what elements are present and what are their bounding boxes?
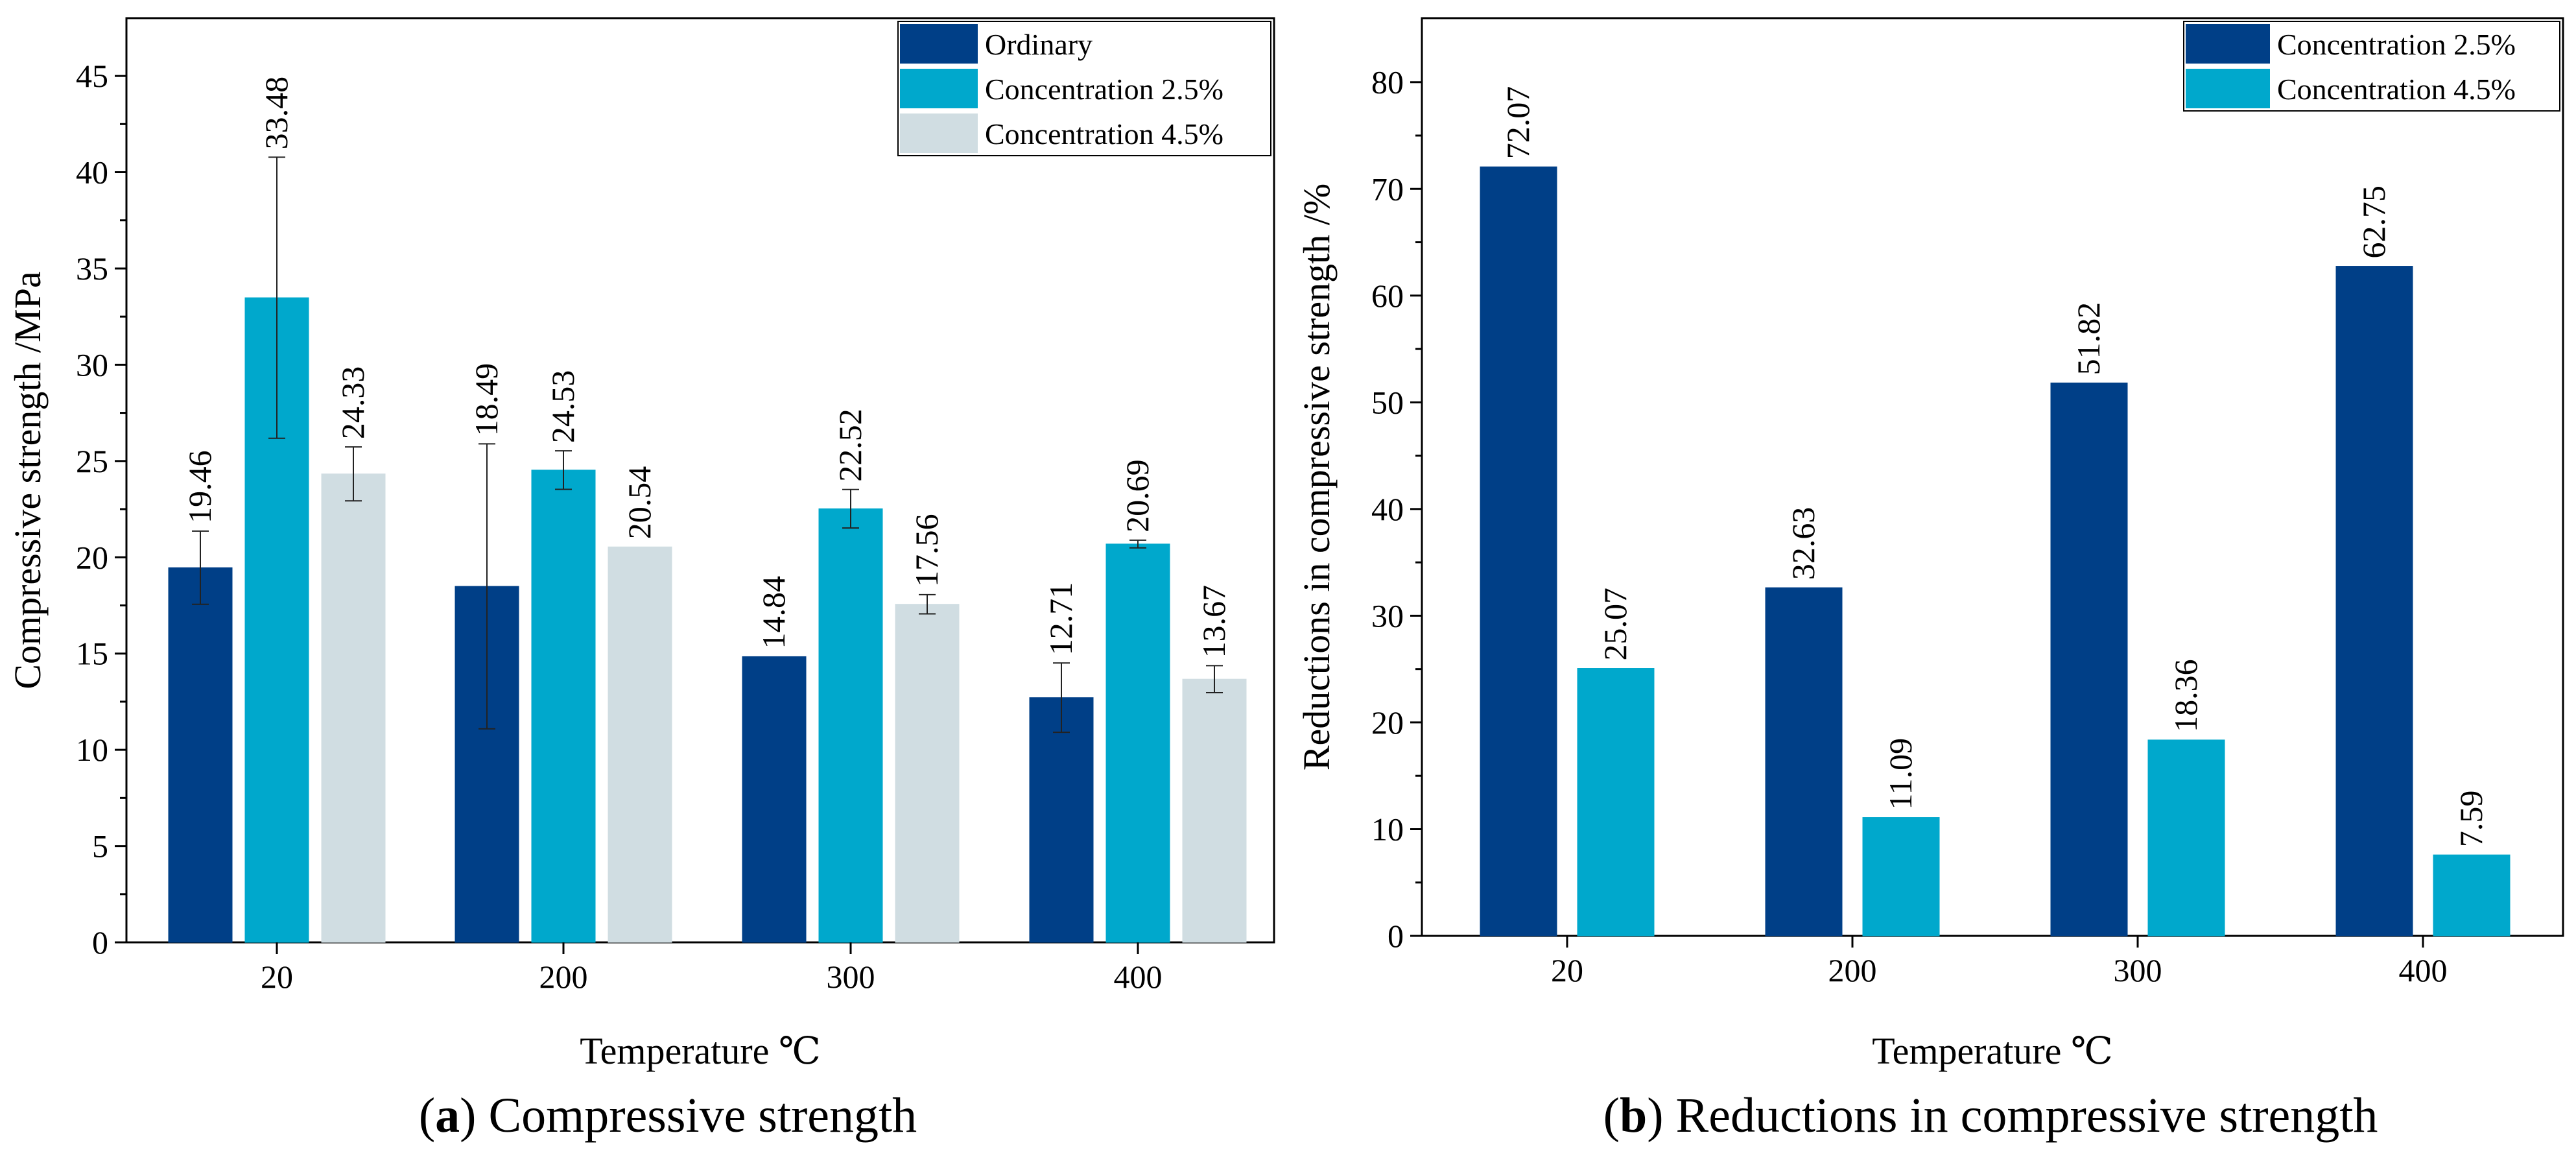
x-tick-label: 200	[539, 959, 588, 995]
x-tick-label: 400	[2399, 952, 2448, 988]
data-label: 32.63	[1785, 507, 1821, 580]
bar	[2335, 266, 2413, 937]
panel-letter: a	[435, 1088, 460, 1143]
bar	[455, 586, 519, 943]
data-label: 22.52	[832, 409, 868, 482]
panel-caption: (a) Compressive strength	[419, 1088, 917, 1143]
bar	[1765, 587, 1843, 937]
y-tick-label: 30	[76, 346, 108, 383]
data-label: 33.48	[258, 77, 294, 150]
y-tick-label: 0	[92, 924, 108, 961]
x-tick-label: 20	[1551, 952, 1583, 988]
y-tick-label: 60	[1371, 278, 1404, 314]
caption-paren-open: (	[1603, 1088, 1620, 1143]
chart-b: 0 10 20 30 40 50 60 70 80 72.07 25.07 20 32.63 11.09 2…	[1295, 17, 2564, 1143]
bar	[321, 473, 386, 943]
data-label: 62.75	[2356, 185, 2392, 259]
bar	[1480, 166, 1557, 937]
y-tick-label: 15	[76, 636, 108, 672]
y-tick-label: 35	[76, 250, 108, 287]
y-tick-label: 25	[76, 443, 108, 479]
y-tick-label: 80	[1371, 64, 1404, 101]
y-axis-title: Compressive strength /MPa	[6, 271, 49, 689]
legend-swatch	[2186, 24, 2270, 64]
bar	[742, 656, 807, 943]
bar	[1029, 697, 1094, 943]
data-label: 12.71	[1043, 582, 1079, 656]
caption-paren-close: )	[1647, 1088, 1663, 1143]
panel-caption: (b) Reductions in compressive strength	[1603, 1088, 2378, 1143]
bar	[1577, 668, 1655, 937]
y-tick-label: 20	[1371, 704, 1404, 741]
data-label: 14.84	[755, 576, 792, 649]
x-axis-title: Temperature ℃	[1872, 1030, 2113, 1072]
data-label: 7.59	[2453, 791, 2489, 848]
bar	[895, 604, 960, 943]
bar	[168, 567, 233, 943]
legend-swatch	[900, 24, 978, 64]
bar	[1182, 678, 1247, 943]
data-label: 18.36	[2168, 659, 2204, 732]
bar	[531, 470, 596, 943]
chart-a: 0 5 10 15 20 25 30 35 40 45 19.46 33.48 24.33 20 18.49…	[6, 17, 1275, 1143]
data-label: 24.53	[545, 370, 581, 444]
x-tick-label: 20	[261, 959, 293, 995]
bar	[1105, 543, 1170, 943]
data-label: 20.54	[621, 466, 657, 540]
legend-label: Concentration 4.5%	[985, 117, 1223, 150]
y-tick-label: 70	[1371, 171, 1404, 207]
bar	[2050, 382, 2128, 937]
data-label: 24.33	[335, 366, 371, 440]
bar	[818, 508, 883, 943]
caption-paren-close: )	[460, 1088, 476, 1143]
bar	[608, 546, 672, 943]
y-tick-label: 40	[1371, 491, 1404, 527]
y-tick-label: 40	[76, 154, 108, 191]
y-tick-label: 10	[76, 732, 108, 768]
legend-swatch	[900, 69, 978, 108]
data-label: 19.46	[182, 450, 218, 523]
bar	[1862, 817, 1940, 937]
legend-label: Ordinary	[985, 28, 1093, 61]
caption-paren-open: (	[419, 1088, 435, 1143]
x-tick-label: 300	[2114, 952, 2162, 988]
y-tick-label: 10	[1371, 811, 1404, 847]
y-tick-label: 30	[1371, 597, 1404, 634]
data-label: 13.67	[1196, 585, 1232, 658]
data-label: 11.09	[1882, 738, 1919, 810]
legend-label: Concentration 2.5%	[2277, 28, 2516, 61]
data-label: 18.49	[468, 363, 504, 436]
x-tick-label: 200	[1828, 952, 1877, 988]
data-label: 72.07	[1500, 86, 1536, 160]
data-label: 51.82	[2070, 302, 2107, 376]
bar	[2147, 739, 2225, 937]
data-label: 17.56	[908, 514, 945, 587]
y-tick-label: 50	[1371, 384, 1404, 420]
legend-label: Concentration 2.5%	[985, 73, 1223, 106]
bar	[2433, 854, 2511, 937]
legend-swatch	[900, 113, 978, 153]
caption-text: Reductions in compressive strength	[1664, 1088, 2378, 1143]
caption-text: Compressive strength	[476, 1088, 917, 1143]
y-tick-label: 5	[92, 828, 108, 865]
plot-frame	[1421, 17, 2564, 937]
x-axis-title: Temperature ℃	[580, 1030, 821, 1072]
legend-label: Concentration 4.5%	[2277, 73, 2516, 106]
data-label: 20.69	[1119, 459, 1155, 532]
panel-letter: b	[1620, 1088, 1647, 1143]
x-tick-label: 300	[827, 959, 875, 995]
y-tick-label: 0	[1388, 918, 1404, 954]
plot-frame	[125, 17, 1275, 944]
y-axis-title: Reductions in compressive strength /%	[1295, 184, 1338, 770]
legend-swatch	[2186, 69, 2270, 108]
y-tick-label: 45	[76, 58, 108, 94]
y-tick-label: 20	[76, 539, 108, 575]
data-label: 25.07	[1597, 588, 1633, 661]
x-tick-label: 400	[1114, 959, 1163, 995]
